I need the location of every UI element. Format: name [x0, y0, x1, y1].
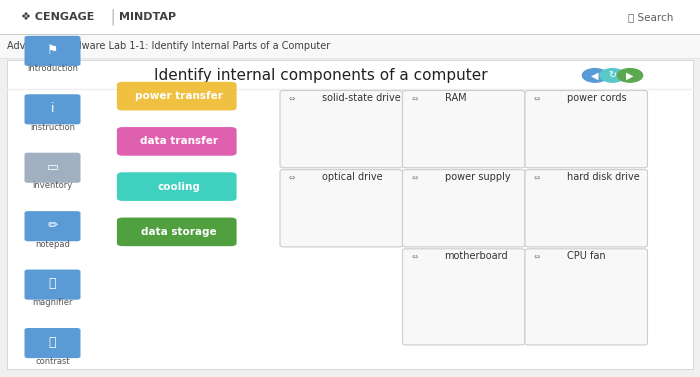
Text: instruction: instruction — [30, 123, 75, 132]
Text: Identify internal components of a computer: Identify internal components of a comput… — [154, 68, 488, 83]
Text: data storage: data storage — [141, 227, 216, 237]
Text: ⇔: ⇔ — [411, 173, 418, 182]
Text: ⇔: ⇔ — [533, 252, 540, 261]
Text: 🔍 Search: 🔍 Search — [629, 12, 673, 22]
Text: i: i — [50, 102, 55, 115]
FancyBboxPatch shape — [525, 90, 648, 168]
Text: ⚑: ⚑ — [47, 44, 58, 57]
FancyBboxPatch shape — [402, 90, 525, 168]
FancyBboxPatch shape — [525, 249, 648, 345]
Text: ⇔: ⇔ — [288, 93, 295, 103]
Text: ⇔: ⇔ — [411, 252, 418, 261]
Text: power supply: power supply — [444, 172, 510, 182]
Text: power cords: power cords — [567, 93, 626, 103]
Text: ⇔: ⇔ — [288, 173, 295, 182]
Text: power transfer: power transfer — [134, 91, 223, 101]
FancyBboxPatch shape — [117, 127, 237, 156]
FancyBboxPatch shape — [25, 270, 80, 300]
Text: magnifier: magnifier — [32, 298, 73, 307]
Text: Advanced Hardware Lab 1-1: Identify Internal Parts of a Computer: Advanced Hardware Lab 1-1: Identify Inte… — [7, 41, 330, 51]
FancyBboxPatch shape — [280, 90, 402, 168]
Text: CPU fan: CPU fan — [567, 251, 606, 261]
Text: ✏: ✏ — [48, 219, 57, 232]
FancyBboxPatch shape — [402, 249, 525, 345]
Text: ⇔: ⇔ — [533, 93, 540, 103]
Text: ⇔: ⇔ — [411, 93, 418, 103]
FancyBboxPatch shape — [7, 60, 693, 369]
FancyBboxPatch shape — [0, 0, 700, 34]
Text: solid-state drive: solid-state drive — [322, 93, 400, 103]
Text: ❖ CENGAGE: ❖ CENGAGE — [21, 12, 94, 22]
Text: │: │ — [108, 9, 117, 25]
Text: data transfer: data transfer — [139, 136, 218, 146]
FancyBboxPatch shape — [525, 170, 648, 247]
FancyBboxPatch shape — [280, 170, 402, 247]
Circle shape — [617, 69, 643, 82]
FancyBboxPatch shape — [117, 82, 237, 110]
Text: ◀: ◀ — [592, 70, 598, 80]
Text: inventory: inventory — [32, 181, 73, 190]
Text: motherboard: motherboard — [444, 251, 508, 261]
FancyBboxPatch shape — [25, 328, 80, 358]
Text: ▶: ▶ — [626, 70, 634, 80]
Text: 🔍: 🔍 — [49, 277, 56, 290]
FancyBboxPatch shape — [117, 218, 237, 246]
Text: optical drive: optical drive — [322, 172, 383, 182]
FancyBboxPatch shape — [117, 172, 237, 201]
FancyBboxPatch shape — [25, 36, 80, 66]
Text: MINDTAP: MINDTAP — [119, 12, 176, 22]
Text: introduction: introduction — [27, 64, 78, 74]
FancyBboxPatch shape — [25, 153, 80, 183]
Text: hard disk drive: hard disk drive — [567, 172, 640, 182]
FancyBboxPatch shape — [25, 94, 80, 124]
Text: contrast: contrast — [35, 357, 70, 366]
Text: ⇔: ⇔ — [533, 173, 540, 182]
Text: ↻: ↻ — [608, 70, 617, 80]
FancyBboxPatch shape — [25, 211, 80, 241]
FancyBboxPatch shape — [0, 34, 700, 58]
Text: cooling: cooling — [157, 182, 200, 192]
Text: ▭: ▭ — [47, 161, 58, 173]
Circle shape — [600, 69, 625, 82]
Text: RAM: RAM — [444, 93, 466, 103]
Text: 👓: 👓 — [49, 336, 56, 349]
Text: notepad: notepad — [35, 240, 70, 249]
Circle shape — [582, 69, 608, 82]
FancyBboxPatch shape — [402, 170, 525, 247]
